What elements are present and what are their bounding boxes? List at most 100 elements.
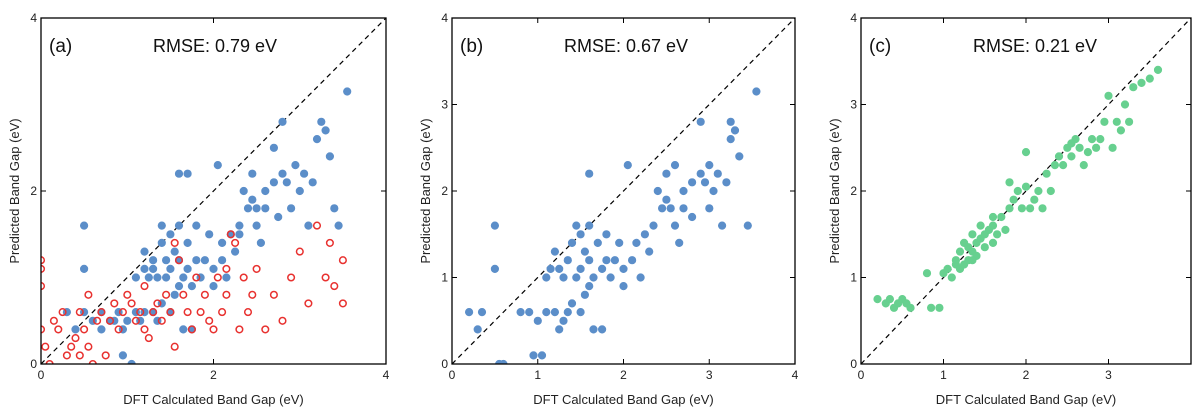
data-point xyxy=(1021,182,1031,191)
data-point-open xyxy=(196,308,205,317)
data-point xyxy=(252,204,261,213)
y-tick-label: 1 xyxy=(850,271,857,285)
data-point xyxy=(980,243,989,252)
data-point xyxy=(239,186,248,196)
data-point xyxy=(166,230,175,239)
data-point xyxy=(321,126,330,135)
data-point xyxy=(662,169,671,178)
data-point xyxy=(213,161,222,170)
data-point xyxy=(140,247,149,256)
data-point xyxy=(602,230,611,239)
data-point xyxy=(278,117,287,126)
data-point xyxy=(192,256,201,265)
panel-a: 0 2 4 0 2 4 DFT Calculated Band Gap (eV) Predic… xyxy=(7,11,390,407)
data-point xyxy=(730,126,740,135)
data-point xyxy=(269,178,279,187)
data-point xyxy=(465,308,474,317)
data-point xyxy=(640,230,650,239)
data-point-open xyxy=(157,316,166,325)
data-point-open xyxy=(231,238,240,247)
data-point-open xyxy=(58,308,67,317)
data-point xyxy=(580,290,590,299)
data-point xyxy=(585,256,594,265)
data-point xyxy=(153,273,162,282)
data-point xyxy=(131,273,140,282)
data-point-open xyxy=(75,308,84,317)
data-point xyxy=(666,204,675,213)
data-point xyxy=(602,256,611,265)
data-point xyxy=(1153,65,1163,74)
data-point xyxy=(653,186,662,196)
data-point-open xyxy=(278,316,287,325)
data-point xyxy=(170,290,179,299)
data-point xyxy=(988,238,998,247)
data-point xyxy=(580,247,590,256)
data-point xyxy=(248,169,257,178)
y-tick-label: 0 xyxy=(30,357,37,371)
data-point xyxy=(162,273,171,282)
data-point xyxy=(1083,148,1092,157)
data-point xyxy=(619,264,628,274)
data-point-open xyxy=(179,290,188,299)
data-point xyxy=(183,238,192,247)
data-point-open xyxy=(213,273,222,282)
data-point xyxy=(679,204,688,213)
data-point-open xyxy=(118,308,127,317)
x-tick-label: 2 xyxy=(620,368,627,382)
data-point xyxy=(274,212,283,222)
data-point xyxy=(988,212,998,222)
data-point xyxy=(705,161,714,170)
rmse-annotation: RMSE: 0.67 eV xyxy=(564,36,688,56)
panel-label: (b) xyxy=(460,36,483,57)
data-point xyxy=(1116,126,1125,135)
data-point xyxy=(317,117,326,126)
data-point xyxy=(179,273,188,282)
data-point xyxy=(1108,143,1117,152)
data-point xyxy=(282,178,291,187)
data-point xyxy=(1025,204,1035,213)
data-point xyxy=(687,212,697,222)
data-point xyxy=(687,178,697,187)
data-point-open xyxy=(67,342,76,351)
y-tick-label: 2 xyxy=(30,184,37,198)
data-point xyxy=(726,117,735,126)
x-tick-label: 3 xyxy=(1105,368,1112,382)
data-point xyxy=(632,238,641,247)
data-point-open xyxy=(105,316,115,325)
data-point xyxy=(735,152,744,161)
data-point xyxy=(187,282,196,291)
data-point xyxy=(287,204,296,213)
data-point xyxy=(542,273,551,282)
data-point-open xyxy=(295,247,304,256)
reference-diagonal-line xyxy=(861,18,1191,364)
data-point xyxy=(567,238,577,247)
data-point xyxy=(610,256,620,265)
data-point xyxy=(926,303,936,312)
data-point xyxy=(572,273,581,282)
data-point xyxy=(1046,186,1055,196)
data-point xyxy=(200,256,209,265)
x-axis-title: DFT Calculated Band Gap (eV) xyxy=(936,392,1116,407)
data-point xyxy=(183,264,192,274)
data-point xyxy=(144,273,153,282)
data-point-open xyxy=(101,351,110,360)
data-point xyxy=(149,264,158,274)
data-point xyxy=(79,221,89,230)
data-point xyxy=(563,256,572,265)
data-point xyxy=(170,247,179,256)
data-point-open xyxy=(321,273,330,282)
data-point xyxy=(1100,117,1109,126)
data-point xyxy=(330,204,339,213)
data-point xyxy=(261,186,270,196)
y-tick-label: 4 xyxy=(30,11,37,25)
data-point xyxy=(235,230,244,239)
data-point xyxy=(645,247,654,256)
x-tick-label: 2 xyxy=(1023,368,1030,382)
x-tick-label: 0 xyxy=(858,368,865,382)
data-point-open xyxy=(80,325,89,334)
data-point xyxy=(1087,135,1097,144)
data-point xyxy=(218,238,227,247)
data-point xyxy=(304,221,313,230)
data-point xyxy=(166,264,175,274)
data-point xyxy=(619,282,628,291)
